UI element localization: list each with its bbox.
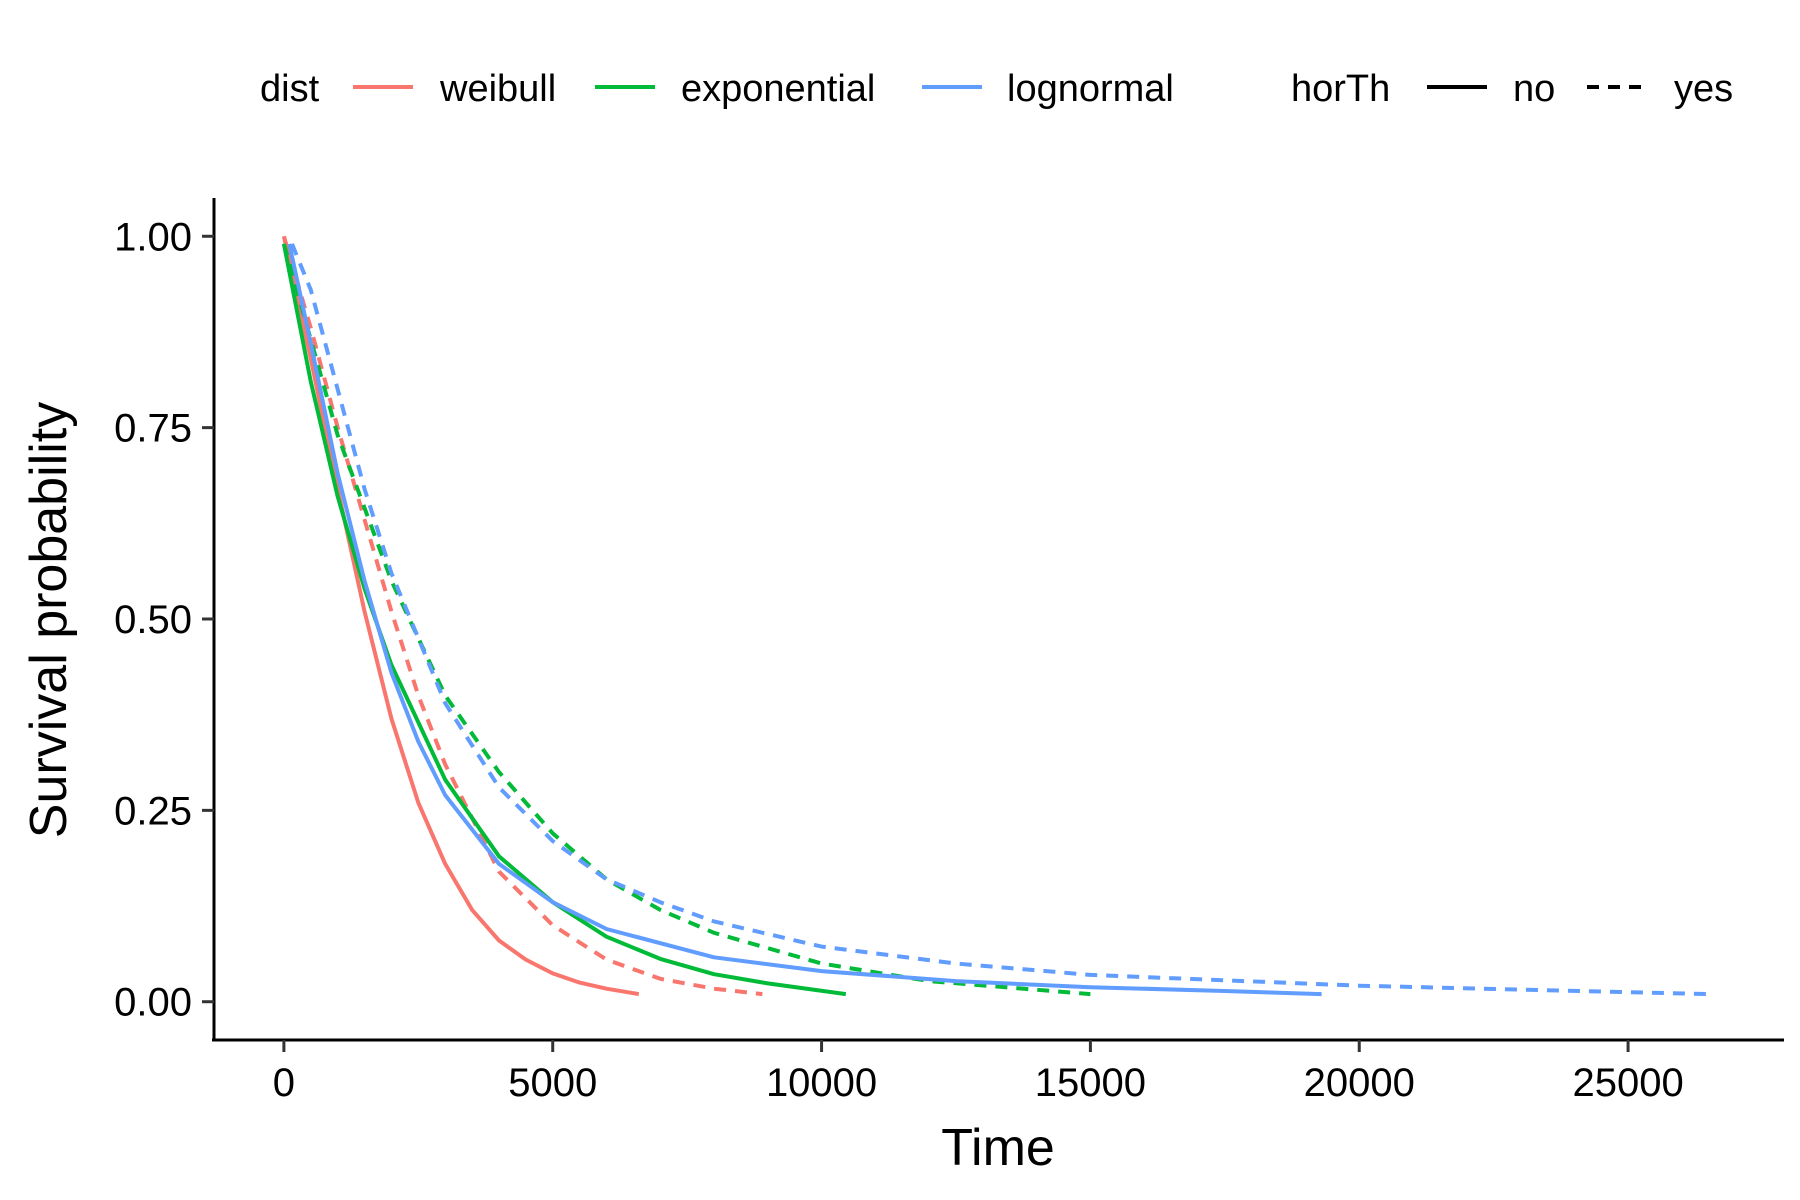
legend-label-lognormal: lognormal [1007, 68, 1174, 110]
y-ticks: 0.00 0.25 0.50 0.75 1.00 [114, 215, 214, 1025]
legend-label-yes: yes [1674, 68, 1733, 110]
series-layer [281, 235, 1709, 997]
x-tick-label: 0 [273, 1061, 295, 1105]
series-line-weibull-yes [281, 235, 763, 997]
legend-label-no: no [1513, 68, 1555, 110]
x-tick-label: 10000 [766, 1061, 877, 1105]
legend-label-weibull: weibull [439, 68, 556, 110]
y-tick-label: 1.00 [114, 215, 192, 259]
series-line-exponential-no [281, 243, 847, 997]
legend-horth-title: horTh [1291, 68, 1390, 110]
series-line-lognormal-yes [290, 243, 1709, 997]
legend: dist weibull exponential lognormal horTh… [260, 68, 1733, 110]
series-line-lognormal-no [287, 243, 1322, 997]
series-line-weibull-no [281, 235, 640, 997]
y-tick-label: 0.50 [114, 598, 192, 642]
y-tick-label: 0.25 [114, 789, 192, 833]
x-tick-label: 25000 [1572, 1061, 1683, 1105]
x-tick-label: 15000 [1035, 1061, 1146, 1105]
y-tick-label: 0.75 [114, 407, 192, 451]
x-tick-label: 5000 [508, 1061, 597, 1105]
legend-dist-title: dist [260, 68, 320, 110]
y-axis-title: Survival probability [20, 402, 78, 838]
x-tick-label: 20000 [1304, 1061, 1415, 1105]
series-line-exponential-yes [281, 243, 1091, 997]
legend-label-exponential: exponential [681, 68, 875, 110]
y-tick-label: 0.00 [114, 981, 192, 1025]
x-ticks: 0 5000 10000 15000 20000 25000 [273, 1040, 1684, 1105]
x-axis-title: Time [941, 1119, 1055, 1177]
